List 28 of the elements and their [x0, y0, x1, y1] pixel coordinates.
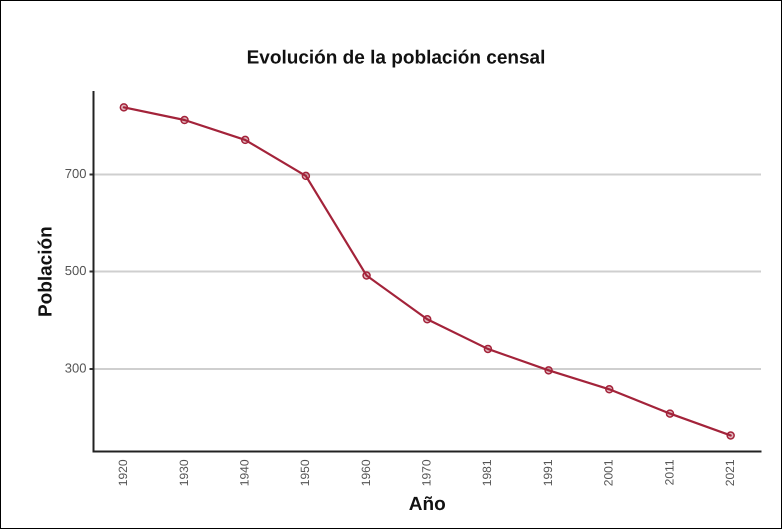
x-tick-label: 1970	[420, 459, 434, 486]
x-tick-label: 2011	[662, 459, 676, 486]
point	[362, 271, 371, 280]
x-tick-label: 1950	[298, 459, 312, 486]
y-tick-label: 500	[64, 263, 86, 278]
point	[605, 385, 614, 394]
x-tick-label: 1920	[116, 459, 130, 486]
point	[666, 409, 674, 418]
y-tick-label: 700	[64, 166, 86, 182]
point	[240, 136, 250, 144]
point	[422, 315, 432, 324]
chart-title: Evolución de la población censal	[246, 48, 546, 69]
point	[484, 344, 492, 354]
point	[544, 366, 553, 375]
point	[726, 431, 735, 440]
x-tick-label: 1940	[238, 459, 252, 486]
x-tick-label: 1930	[176, 459, 191, 486]
y-tick-label: 300	[64, 360, 86, 376]
x-tick-label: 1991	[540, 459, 555, 486]
x-tick-label: 2021	[722, 459, 737, 486]
point	[120, 103, 128, 112]
point	[302, 172, 310, 180]
x-tick-label: 1960	[358, 459, 373, 486]
x-axis-title: Año	[408, 494, 446, 515]
x-tick-label: 1981	[480, 459, 494, 486]
point	[180, 116, 189, 124]
x-tick-label: 2001	[602, 459, 616, 486]
y-axis-title: Población	[36, 226, 57, 318]
